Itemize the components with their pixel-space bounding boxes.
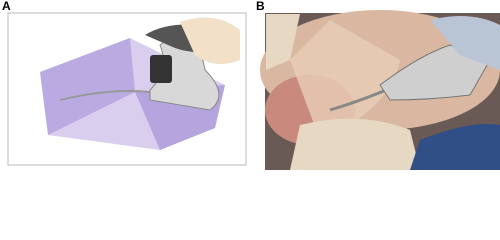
panel-label: B	[256, 0, 265, 13]
panel-label: A	[2, 0, 11, 13]
figure: A B	[2, 0, 500, 170]
panel-b-image	[260, 10, 500, 170]
panel-a-image	[7, 12, 247, 166]
